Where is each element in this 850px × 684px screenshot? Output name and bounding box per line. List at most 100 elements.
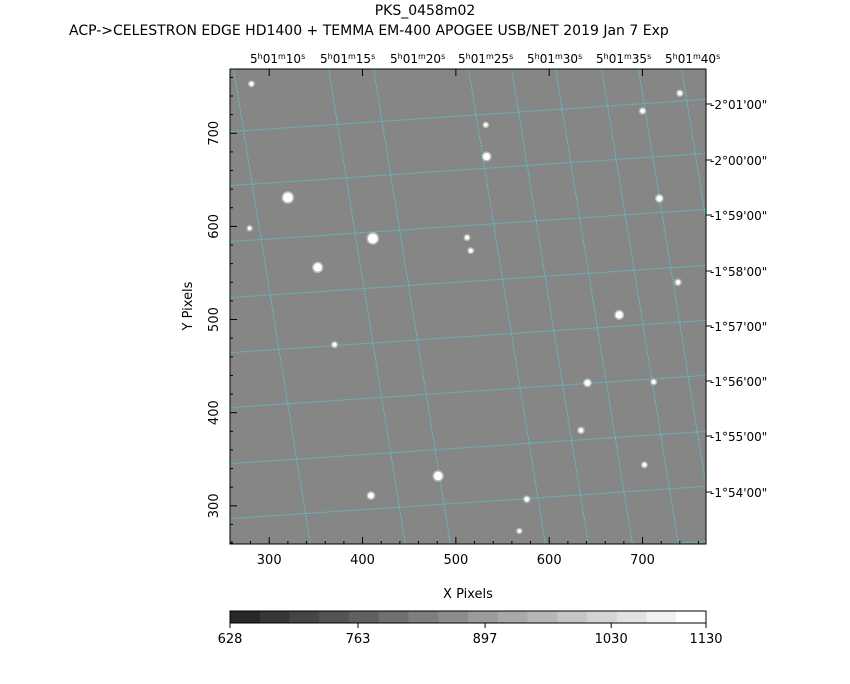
star: [524, 496, 530, 502]
ra-value: 10: [286, 52, 301, 66]
dec-grid-line: [230, 98, 706, 133]
colorbar-swatch: [468, 611, 499, 623]
colorbar-swatch: [438, 611, 469, 623]
ra-value: 5: [527, 52, 535, 66]
ra-unit: h: [328, 52, 333, 61]
ra-unit: h: [535, 52, 540, 61]
dec-axis-labels: -2°01'00" -2°00'00" -1°59'00" -1°58'00" -1°5…: [706, 98, 767, 500]
colorbar-swatch: [230, 611, 261, 623]
dec-grid-line: [230, 485, 706, 520]
ra-label: 5h01m40s: [665, 52, 720, 66]
colorbar-swatch: [646, 611, 677, 623]
star: [483, 152, 491, 161]
ra-unit: h: [673, 52, 678, 61]
ra-label: 5h01m25s: [458, 52, 513, 66]
colorbar-tick-label: 1130: [689, 632, 722, 647]
ra-unit: s: [371, 52, 375, 61]
ra-grid-line: [638, 69, 706, 490]
star: [677, 90, 683, 96]
dec-grid-line: [230, 319, 706, 354]
colorbar-swatch: [408, 611, 439, 623]
dec-label: -1°59'00": [710, 209, 767, 223]
colorbar-tick-label: 1030: [595, 632, 628, 647]
ra-value: 01: [263, 52, 278, 66]
ra-value: 01: [678, 52, 693, 66]
ra-value: 5: [320, 52, 328, 66]
ra-grid-line: [555, 69, 633, 544]
colorbar-frame: [229, 610, 707, 624]
x-tick-label: 600: [537, 553, 562, 568]
ra-value: 30: [563, 52, 578, 66]
ra-grid-line: [328, 69, 406, 544]
colorbar: 628 763 897 1030 1130: [218, 610, 723, 647]
y-tick-label: 700: [207, 121, 222, 146]
y-tick-label: 500: [207, 307, 222, 332]
ra-grid-line: [468, 69, 546, 544]
star: [578, 428, 584, 433]
ra-unit: s: [509, 52, 513, 61]
ra-value: 5: [250, 52, 258, 66]
colorbar-swatch: [289, 611, 320, 623]
ra-value: 01: [609, 52, 624, 66]
x-tick-label: 400: [350, 553, 375, 568]
colorbar-swatch: [497, 611, 528, 623]
ra-label: 5h01m35s: [596, 52, 651, 66]
ra-value: 5: [596, 52, 604, 66]
x-tick-label: 300: [257, 553, 282, 568]
chart-subtitle: ACP->CELESTRON EDGE HD1400 + TEMMA EM-40…: [69, 23, 669, 39]
colorbar-swatch: [378, 611, 409, 623]
ra-value: 20: [426, 52, 441, 66]
ra-unit: s: [578, 52, 582, 61]
ra-label: 5h01m20s: [390, 52, 445, 66]
dec-label: -2°01'00": [710, 98, 767, 112]
ra-label: 5h01m30s: [527, 52, 582, 66]
colorbar-swatch: [349, 611, 380, 623]
y-tick-label: 400: [207, 400, 222, 425]
ra-value: 5: [458, 52, 466, 66]
x-axis-ticks: 300 400 500 600 700: [231, 69, 700, 568]
star: [656, 195, 663, 202]
star: [584, 379, 591, 386]
ra-value: 25: [494, 52, 509, 66]
star: [517, 529, 522, 533]
colorbar-tick-label: 897: [473, 632, 498, 647]
y-axis-label: Y Pixels: [181, 281, 196, 331]
ra-axis-labels: 5h01m10s 5h01m15s 5h01m20s 5h01m25s 5h01m30s…: [250, 52, 720, 66]
dec-label: -1°54'00": [710, 486, 767, 500]
ra-value: 01: [471, 52, 486, 66]
ra-unit: m: [486, 52, 494, 61]
star: [313, 263, 322, 272]
dec-grid-line: [230, 430, 706, 465]
ra-unit: h: [604, 52, 609, 61]
colorbar-swatch: [676, 611, 707, 623]
dec-grid-line: [230, 208, 706, 243]
ra-value: 5: [390, 52, 398, 66]
dec-label: -1°57'00": [710, 320, 767, 334]
star: [367, 233, 378, 244]
colorbar-swatch: [587, 611, 618, 623]
ra-unit: s: [716, 52, 720, 61]
dec-label: -1°55'00": [710, 430, 767, 444]
dec-label: -1°58'00": [710, 265, 767, 279]
colorbar-swatch: [527, 611, 558, 623]
star: [615, 311, 623, 319]
star: [465, 235, 470, 240]
x-tick-label: 700: [630, 553, 655, 568]
dec-grid-line: [230, 264, 706, 299]
ra-unit: s: [441, 52, 445, 61]
plot-frame: [229, 68, 707, 545]
star: [367, 492, 374, 499]
ra-unit: m: [693, 52, 701, 61]
stars: [246, 80, 684, 535]
ra-value: 15: [356, 52, 371, 66]
colorbar-swatch: [319, 611, 350, 623]
star: [249, 81, 254, 86]
y-tick-label: 600: [207, 214, 222, 239]
ra-unit: s: [647, 52, 651, 61]
ra-label: 5h01m15s: [320, 52, 375, 66]
ra-label: 5h01m10s: [250, 52, 305, 66]
colorbar-swatch: [616, 611, 647, 623]
ra-unit: m: [418, 52, 426, 61]
star: [483, 122, 488, 127]
